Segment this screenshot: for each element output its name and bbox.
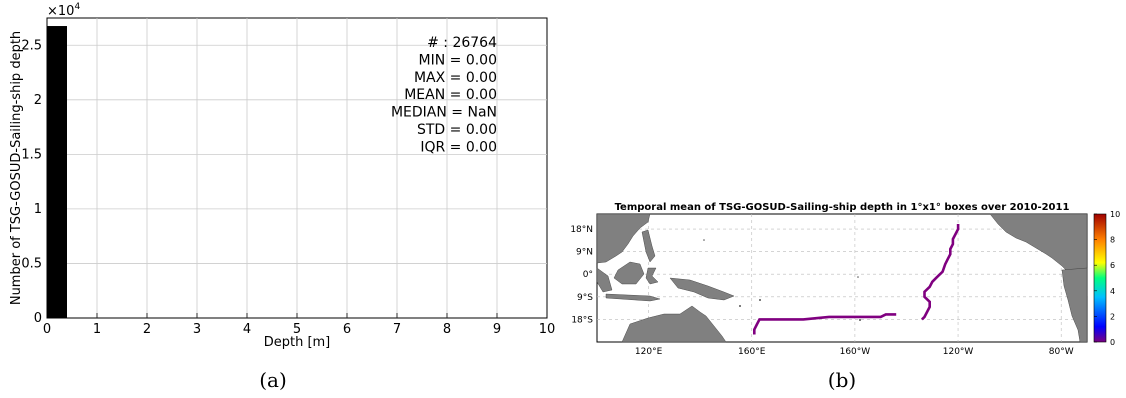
colorbar-tick-label: 6 (1110, 261, 1115, 270)
histogram-y-label: Number of TSG-GOSUD-Sailing-ship depth (9, 31, 24, 305)
caption-a: (a) (259, 368, 287, 392)
x-tick-label: 6 (343, 322, 351, 337)
y-tick-label: 0.5 (21, 256, 42, 271)
land-asia (596, 213, 651, 264)
ship-track (752, 224, 960, 335)
colorbar (1093, 213, 1107, 343)
land-borneo (613, 261, 645, 285)
histogram-x-label: Depth [m] (264, 335, 331, 350)
map-lon-ticks: 120°E 160°E 160°W 120°W 80°W (635, 347, 1074, 357)
lon-tick-label: 160°W (840, 347, 871, 357)
lon-tick-label: 120°E (635, 347, 663, 357)
y-multiplier: ×104 (47, 2, 80, 19)
stat-line: IQR = 0.00 (420, 139, 497, 155)
stat-line: MAX = 0.00 (414, 70, 497, 86)
colorbar-tick-label: 2 (1110, 312, 1115, 321)
land-philippines (641, 229, 656, 263)
y-tick-label: 2 (34, 93, 42, 108)
histogram-panel: 0 1 2 3 4 5 6 7 8 9 10 0 0.5 1 1.5 2 2.5 Depth [m] Numb… (9, 2, 555, 350)
colorbar-tick-label: 8 (1110, 236, 1115, 245)
lat-tick-label: 0° (583, 270, 593, 280)
histogram-x-ticks: 0 1 2 3 4 5 6 7 8 9 10 (43, 313, 555, 337)
lon-tick-label: 80°W (1049, 347, 1074, 357)
histogram-grid (47, 18, 547, 318)
histogram-bars (47, 26, 67, 319)
x-tick-label: 4 (243, 322, 251, 337)
histogram-y-ticks: 0 0.5 1 1.5 2 2.5 (21, 38, 52, 326)
land-island (739, 305, 741, 307)
lon-tick-label: 160°E (738, 347, 766, 357)
colorbar-ticks: 0 2 4 6 8 10 (1094, 210, 1120, 347)
x-tick-label: 8 (443, 322, 451, 337)
x-tick-label: 0 (43, 322, 51, 337)
land-java (605, 293, 661, 302)
y-multiplier-exponent: 4 (74, 2, 80, 12)
land-new-guinea (669, 277, 735, 301)
land-sulawesi (645, 267, 659, 285)
x-tick-label: 1 (93, 322, 101, 337)
map-lat-ticks: 18°N 9°N 0° 9°S 18°S (570, 225, 593, 325)
map-panel: Temporal mean of TSG-GOSUD-Sailing-ship … (570, 202, 1120, 357)
stat-line: MEDIAN = NaN (391, 105, 497, 121)
land-sumatra (596, 267, 613, 293)
map-land (596, 213, 1088, 343)
colorbar-tick-label: 0 (1110, 338, 1115, 347)
land-island (703, 239, 705, 241)
x-tick-label: 5 (293, 322, 301, 337)
stat-line: STD = 0.00 (417, 122, 497, 138)
x-tick-label: 2 (143, 322, 151, 337)
lat-tick-label: 9°N (576, 248, 593, 258)
x-tick-label: 7 (393, 322, 401, 337)
colorbar-tick-label: 10 (1110, 210, 1120, 219)
lon-tick-label: 120°W (943, 347, 974, 357)
stat-line: MEAN = 0.00 (404, 87, 497, 103)
track-segment-east (920, 224, 960, 321)
lat-tick-label: 9°S (577, 293, 593, 303)
track-segment-west (752, 313, 897, 335)
colorbar-tick-label: 4 (1110, 287, 1115, 296)
y-tick-label: 2.5 (21, 38, 42, 53)
land-island (759, 299, 761, 301)
x-tick-label: 3 (193, 322, 201, 337)
land-south-america (1061, 267, 1088, 343)
x-tick-label: 9 (493, 322, 501, 337)
y-tick-label: 1 (34, 202, 42, 217)
stat-line: MIN = 0.00 (419, 52, 497, 68)
map-title: Temporal mean of TSG-GOSUD-Sailing-ship … (615, 202, 1070, 213)
lat-tick-label: 18°N (570, 225, 593, 235)
land-australia (621, 305, 727, 343)
y-tick-label: 0 (34, 311, 42, 326)
y-tick-label: 1.5 (21, 147, 42, 162)
x-tick-label: 10 (539, 322, 556, 337)
histogram-bar (47, 26, 67, 319)
caption-b: (b) (828, 368, 856, 392)
stat-line: # : 26764 (427, 35, 497, 51)
land-island (859, 319, 861, 321)
land-island (857, 276, 859, 278)
y-multiplier-base: ×10 (47, 4, 74, 19)
lat-tick-label: 18°S (571, 315, 593, 325)
